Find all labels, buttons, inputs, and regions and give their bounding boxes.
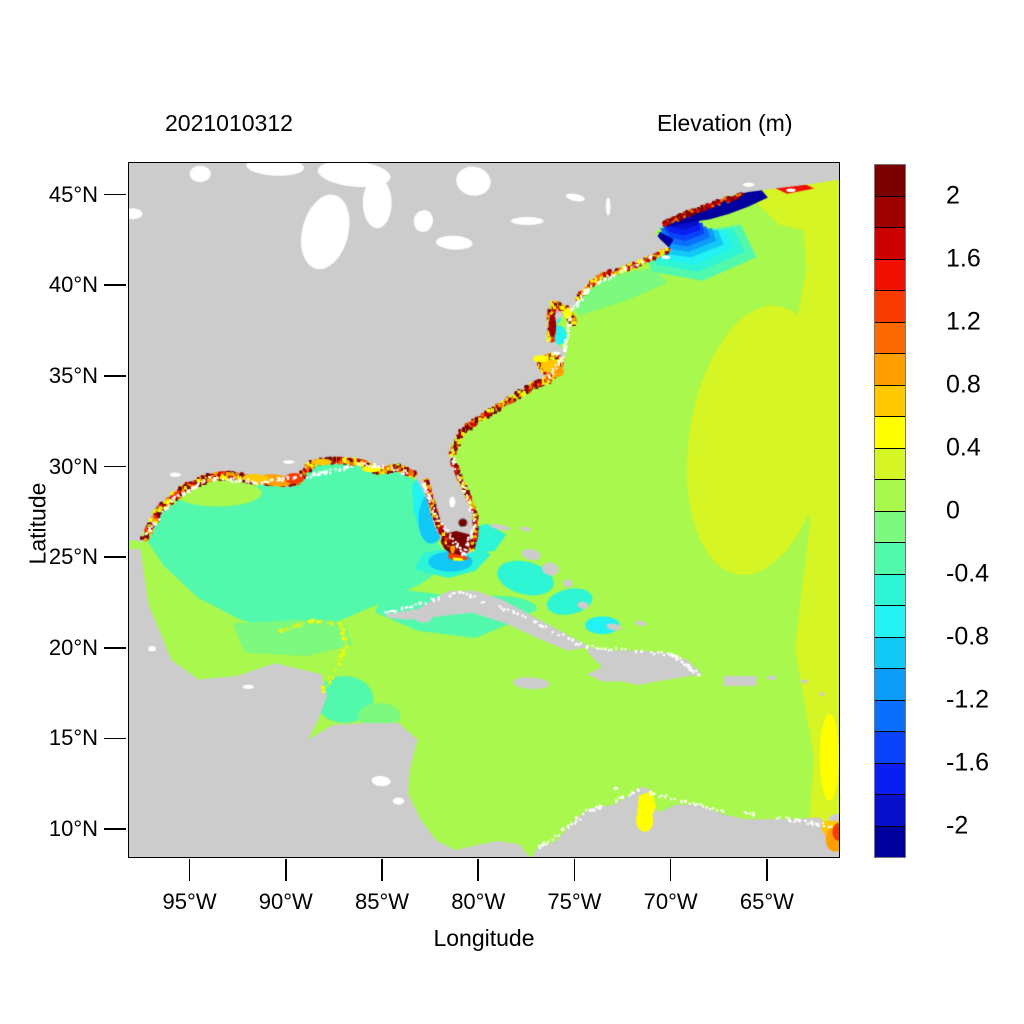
colorbar-tick-label: 0.8 [946,370,981,399]
longitude-tick [188,859,191,881]
colorbar-band [875,228,905,260]
latitude-tick-label: 30°N [48,453,98,479]
colorbar-band [875,700,905,732]
longitude-tick [284,859,287,881]
colorbar[interactable] [874,164,906,858]
longitude-tick-label: 90°W [258,889,313,914]
colorbar-tick-label: 0.4 [946,433,981,462]
x-axis-label: Longitude [0,925,1024,952]
longitude-tick-label: 95°W [162,889,217,914]
colorbar-tick-label: 1.6 [946,244,981,273]
colorbar-tick-label: 1.2 [946,307,981,336]
longitude-tick-label: 75°W [547,889,602,914]
colorbar-band [875,669,905,701]
latitude-tick-label: 25°N [48,544,98,570]
y-axis-label: Latitude [24,482,51,565]
colorbar-band [875,732,905,764]
colorbar-band [875,763,905,795]
colorbar-tick-label: 0 [946,496,960,525]
latitude-tick [104,646,126,649]
colorbar-band [875,291,905,323]
longitude-tick-label: 85°W [354,889,410,914]
colorbar-band [875,826,905,857]
colorbar-band [875,165,905,197]
longitude-tick-label: 65°W [739,889,794,914]
latitude-tick [104,375,126,377]
colorbar-band [875,448,905,480]
colorbar-band [875,795,905,827]
latitude-tick-label: 40°N [48,272,98,298]
longitude-tick [477,859,480,881]
x-axis-label-text: Longitude [433,925,535,951]
colorbar-title: Elevation (m) [657,110,793,136]
colorbar-tick-label: -1.6 [946,748,990,777]
colorbar-tick-label: -2 [946,811,969,840]
latitude-tick-label: 45°N [48,181,98,207]
colorbar-band [875,637,905,669]
latitude-tick [104,193,126,196]
colorbar-band [875,354,905,386]
colorbar-band [875,511,905,543]
longitude-tick [766,859,768,881]
longitude-tick [669,859,672,881]
colorbar-tick-label: -1.2 [946,685,990,714]
longitude-tick [573,859,576,881]
latitude-tick [104,737,126,740]
colorbar-band [875,322,905,354]
latitude-tick-label: 20°N [48,634,98,660]
latitude-tick [104,465,126,468]
colorbar-band [875,385,905,417]
latitude-tick-label: 15°N [48,725,98,751]
colorbar-tick-label: 2 [946,181,960,210]
latitude-tick-label: 35°N [48,362,98,388]
latitude-tick [104,556,126,558]
latitude-tick [104,284,126,287]
colorbar-band [875,259,905,291]
colorbar-tick-label: -0.4 [946,559,990,588]
latitude-tick-label: 10°N [48,816,98,841]
elevation-heatmap [129,163,839,857]
latitude-tick [104,828,126,830]
colorbar-band [875,574,905,606]
map-plot-area[interactable] [128,162,840,858]
colorbar-band [875,196,905,228]
colorbar-band [875,606,905,638]
colorbar-band [875,417,905,449]
longitude-tick-label: 70°W [643,889,698,914]
colorbar-band [875,480,905,512]
colorbar-band [875,543,905,575]
colorbar-tick-label: -0.8 [946,622,990,651]
date-title: 2021010312 [165,110,293,136]
longitude-tick-label: 80°W [451,889,506,914]
longitude-tick [381,859,383,881]
